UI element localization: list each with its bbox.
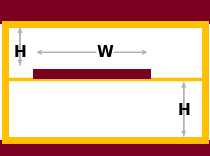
Text: W: W — [97, 45, 113, 60]
Bar — [0, 140, 210, 156]
Bar — [5, 24, 205, 140]
Text: H: H — [177, 103, 190, 118]
Bar — [0, 0, 210, 24]
Text: H: H — [14, 45, 26, 60]
Bar — [33, 69, 151, 79]
